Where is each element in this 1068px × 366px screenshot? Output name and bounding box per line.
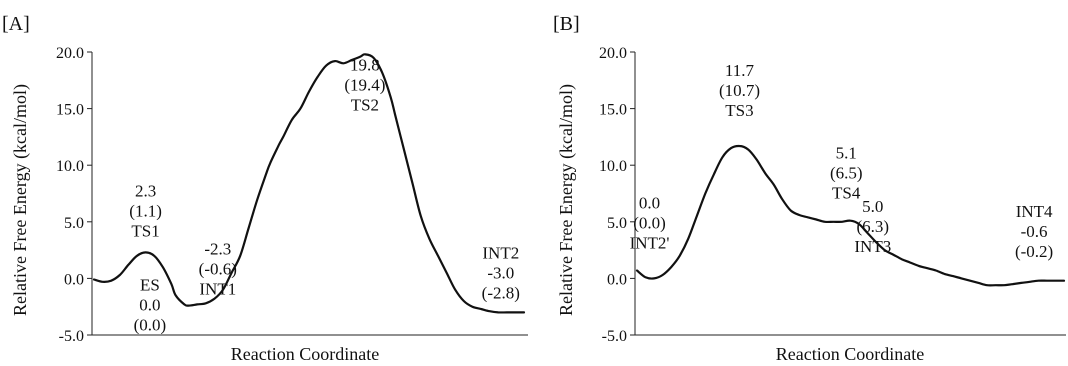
panel-a-ytick-label: 20.0 xyxy=(56,45,84,62)
panel-b-annotation-label: INT4 xyxy=(1016,202,1053,221)
panel-b-annotation-label: -0.6 xyxy=(1021,222,1048,241)
panel-a-ytick-label: 5.0 xyxy=(64,215,84,232)
panel-a-annotation-label: (-0.6) xyxy=(199,259,237,278)
panel-b-xlabel: Reaction Coordinate xyxy=(776,344,924,364)
panel-a: [A] Relative Free Energy (kcal/mol) -5.0… xyxy=(2,13,528,364)
panel-b-annotation-label: 11.7 xyxy=(725,61,755,80)
panel-b-y-ticks: -5.0 0.0 5.0 10.0 15.0 20.0 xyxy=(599,45,635,345)
panel-a-series-line xyxy=(92,53,526,314)
panel-a-annotation-label: INT2 xyxy=(482,243,519,262)
panel-b-annotation-label: INT3 xyxy=(854,237,891,256)
panel-b-annotation-label: (10.7) xyxy=(719,81,760,100)
panel-b-ylabel: Relative Free Energy (kcal/mol) xyxy=(556,84,577,316)
panel-b-annotation-label: (6.3) xyxy=(857,217,890,236)
panel-a-annotation-label: TS2 xyxy=(351,95,379,114)
panel-b-ytick-label: 10.0 xyxy=(599,158,627,175)
panel-a-annotations: 2.3(1.1)TS1ES0.0(0.0)-2.3(-0.6)INT119.8(… xyxy=(129,55,520,334)
panel-b-ytick-label: 5.0 xyxy=(607,215,627,232)
panel-a-annotation-label: (-2.8) xyxy=(482,283,520,302)
panel-a-annotation-label: INT1 xyxy=(199,279,236,298)
panel-b-label: [B] xyxy=(553,13,580,35)
panel-b-annotation-label: 0.0 xyxy=(639,193,660,212)
panel-a-annotation-label: (0.0) xyxy=(134,315,167,334)
panel-b: [B] Relative Free Energy (kcal/mol) -5.0… xyxy=(553,13,1066,364)
panel-a-label: [A] xyxy=(2,13,30,35)
panel-a-annotation-label: (1.1) xyxy=(129,201,162,220)
panel-a-annotation-label: 2.3 xyxy=(135,181,156,200)
panel-b-annotation-label: (6.5) xyxy=(830,164,863,183)
panel-a-annotation-label: 0.0 xyxy=(139,295,160,314)
panel-a-annotation-label: 19.8 xyxy=(350,55,380,74)
panel-b-annotation-label: (-0.2) xyxy=(1015,242,1053,261)
panel-b-annotation-label: TS3 xyxy=(725,101,753,120)
panel-b-ytick-label: 20.0 xyxy=(599,45,627,62)
panel-b-ytick-label: -5.0 xyxy=(602,328,627,345)
panel-b-annotation-label: 5.0 xyxy=(862,197,883,216)
panel-a-ylabel: Relative Free Energy (kcal/mol) xyxy=(10,84,31,316)
panel-b-annotation-label: 5.1 xyxy=(836,144,857,163)
panel-a-ytick-label: 10.0 xyxy=(56,158,84,175)
panel-a-ytick-label: -5.0 xyxy=(59,328,84,345)
panel-a-ytick-label: 0.0 xyxy=(64,271,84,288)
panel-b-ytick-label: 0.0 xyxy=(607,271,627,288)
panel-b-annotation-label: INT2' xyxy=(630,233,670,252)
panel-a-annotation-label: -3.0 xyxy=(487,263,514,282)
panel-a-ytick-label: 15.0 xyxy=(56,102,84,119)
panel-b-annotation-label: TS4 xyxy=(832,184,861,203)
panel-b-annotations: 0.0(0.0)INT2' 11.7(10.7)TS3 5.1(6.5)TS45.0… xyxy=(630,61,1054,261)
panel-a-y-ticks: -5.0 0.0 5.0 10.0 15.0 20.0 xyxy=(56,45,92,345)
panel-b-series-line xyxy=(635,144,1066,287)
panel-b-ytick-label: 15.0 xyxy=(599,102,627,119)
panel-a-annotation-label: TS1 xyxy=(131,221,159,240)
panel-a-xlabel: Reaction Coordinate xyxy=(231,344,379,364)
panel-a-annotation-label: -2.3 xyxy=(204,239,231,258)
panel-a-annotation-label: (19.4) xyxy=(344,75,385,94)
panel-a-annotation-label: ES xyxy=(140,275,160,294)
panel-b-annotation-label: (0.0) xyxy=(633,213,666,232)
